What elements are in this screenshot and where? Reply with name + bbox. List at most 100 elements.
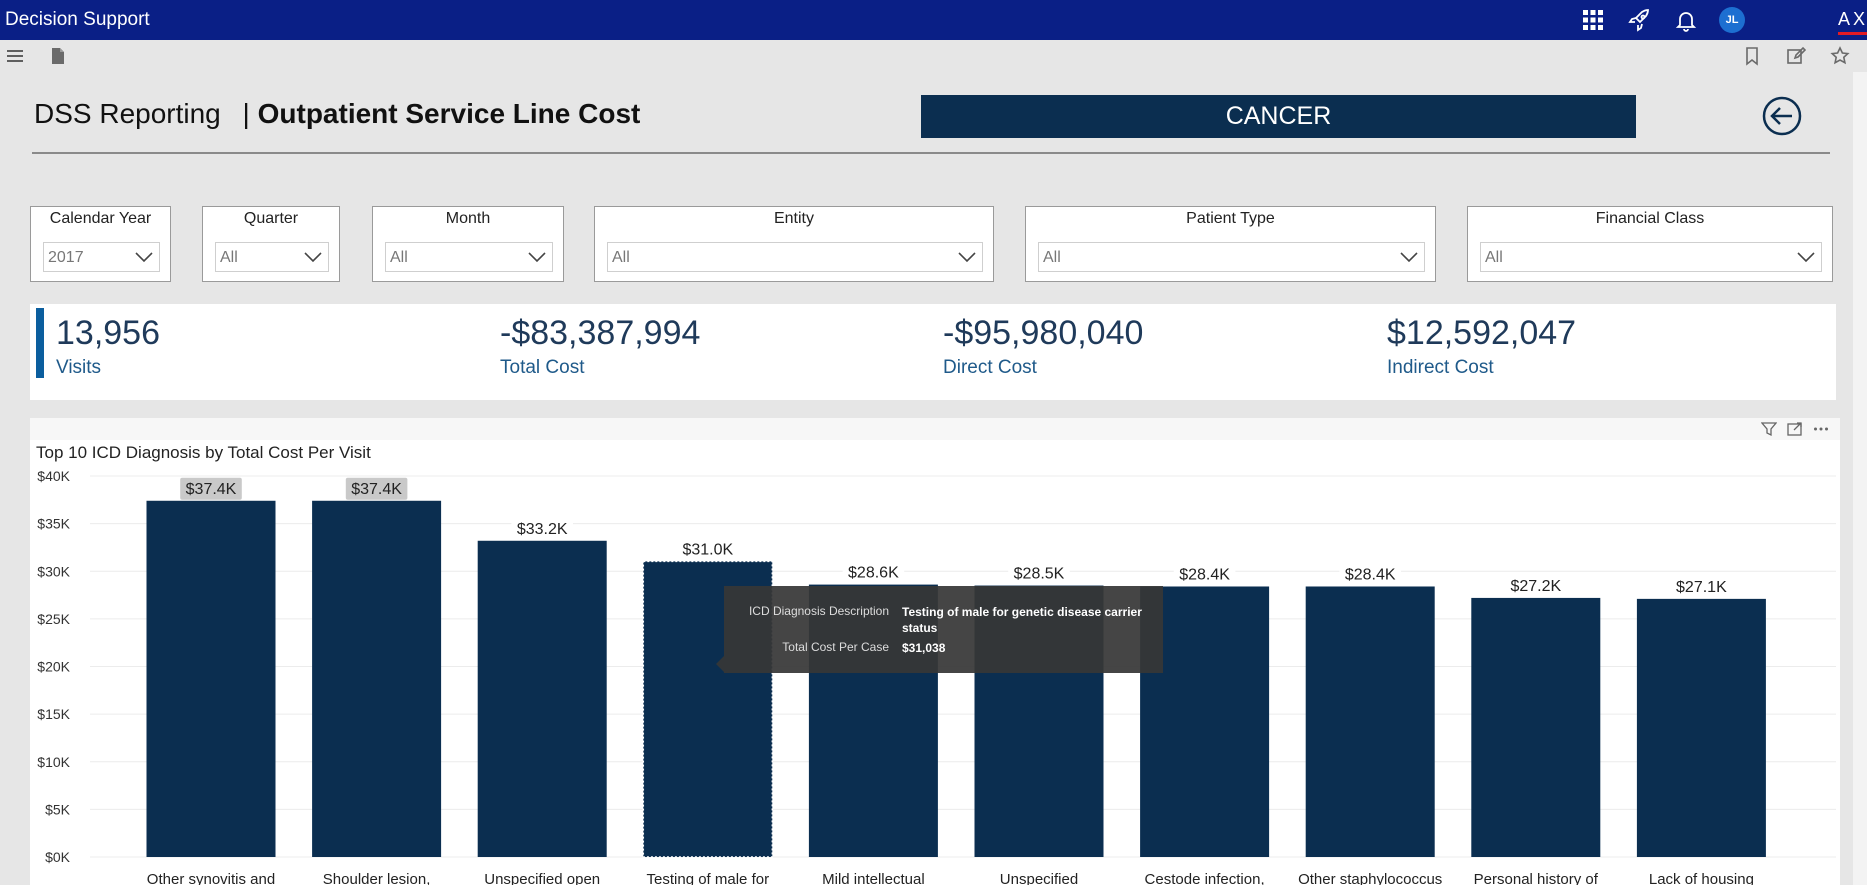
chevron-down-icon bbox=[1400, 252, 1418, 263]
x-tick-label: Unspecified bbox=[1000, 871, 1078, 885]
app-title[interactable]: Decision Support bbox=[5, 9, 150, 30]
menu-icon[interactable] bbox=[5, 46, 25, 66]
page-icon[interactable] bbox=[48, 46, 68, 66]
user-avatar[interactable]: JL bbox=[1719, 7, 1745, 33]
data-label-bg bbox=[1173, 563, 1236, 586]
filter-label: Month bbox=[445, 210, 491, 227]
more-options-icon[interactable] bbox=[1813, 421, 1829, 437]
filter-dropdown[interactable]: All bbox=[215, 242, 329, 272]
chart-tooltip: ICD Diagnosis Description Testing of mal… bbox=[716, 586, 1163, 673]
data-label: $28.5K bbox=[1014, 566, 1065, 583]
bar[interactable] bbox=[1305, 586, 1435, 857]
filter-label: Patient Type bbox=[1186, 210, 1275, 227]
data-label: $28.4K bbox=[1179, 566, 1230, 583]
data-label-bg bbox=[1670, 575, 1733, 598]
x-tick-label: Testing of male for bbox=[647, 871, 770, 885]
chevron-down-icon bbox=[304, 252, 322, 263]
filter-month: Month All bbox=[372, 206, 564, 282]
kpi-indirect-cost: $12,592,047 Indirect Cost bbox=[1387, 314, 1576, 379]
x-tick-label: Other synovitis and bbox=[147, 871, 275, 885]
header-divider bbox=[32, 152, 1830, 154]
bar[interactable] bbox=[312, 500, 442, 857]
tooltip-key: ICD Diagnosis Description bbox=[748, 604, 889, 618]
kpi-label: Indirect Cost bbox=[1387, 357, 1494, 378]
filter-dropdown[interactable]: 2017 bbox=[43, 242, 160, 272]
kpi-value: 13,956 bbox=[56, 314, 160, 352]
bell-icon[interactable] bbox=[1674, 8, 1698, 32]
data-label: $31.0K bbox=[682, 541, 733, 558]
filter-value: All bbox=[612, 249, 630, 266]
edit-icon[interactable] bbox=[1786, 46, 1807, 66]
x-tick-label: Unspecified open bbox=[484, 871, 600, 885]
filter-icon[interactable] bbox=[1760, 421, 1778, 437]
data-label-bg bbox=[1505, 574, 1567, 597]
back-arrow-icon[interactable] bbox=[1762, 96, 1802, 136]
apps-grid-icon[interactable] bbox=[1581, 8, 1605, 32]
y-tick-label: $5K bbox=[45, 801, 71, 817]
filter-financial-class: Financial Class All bbox=[1467, 206, 1833, 282]
bar[interactable] bbox=[477, 540, 607, 857]
filter-dropdown[interactable]: All bbox=[385, 242, 553, 272]
tooltip-caret bbox=[716, 656, 724, 672]
tooltip-key: Total Cost Per Case bbox=[782, 640, 889, 654]
data-label: $27.1K bbox=[1676, 579, 1727, 596]
data-label-bg bbox=[842, 561, 905, 584]
filter-value: 2017 bbox=[48, 249, 84, 266]
y-tick-label: $10K bbox=[37, 754, 70, 770]
page-scrollbar[interactable] bbox=[1853, 72, 1867, 885]
filter-value: All bbox=[1485, 249, 1503, 266]
filter-dropdown[interactable]: All bbox=[1480, 242, 1822, 272]
y-tick-label: $0K bbox=[45, 849, 71, 865]
report-title: DSS Reporting | Outpatient Service Line … bbox=[34, 98, 640, 130]
data-label: $37.4K bbox=[351, 481, 402, 498]
filter-value: All bbox=[220, 249, 238, 266]
back-button[interactable] bbox=[1762, 96, 1802, 136]
x-tick-label: Personal history of bbox=[1474, 871, 1599, 885]
data-label-bg bbox=[345, 477, 408, 500]
filter-value: All bbox=[1043, 249, 1061, 266]
data-label: $28.6K bbox=[848, 565, 899, 582]
kpi-value: $12,592,047 bbox=[1387, 314, 1577, 352]
focus-mode-icon[interactable] bbox=[1787, 421, 1803, 437]
kpi-accent-bar bbox=[36, 308, 44, 378]
filter-label: Entity bbox=[773, 210, 814, 227]
x-tick-label: Cestode infection, bbox=[1145, 871, 1265, 885]
kpi-total-cost: -$83,387,994 Total Cost bbox=[500, 314, 700, 379]
y-tick-label: $30K bbox=[37, 563, 70, 579]
filter-label: Financial Class bbox=[1595, 210, 1705, 227]
x-tick-label: Mild intellectual bbox=[822, 871, 925, 885]
data-label-bg bbox=[1008, 562, 1070, 585]
y-tick-label: $35K bbox=[37, 516, 70, 532]
filter-entity: Entity All bbox=[594, 206, 994, 282]
kpi-value: -$95,980,040 bbox=[943, 314, 1144, 352]
data-label-bg bbox=[677, 538, 739, 561]
data-label-bg bbox=[511, 517, 573, 540]
filter-label: Calendar Year bbox=[49, 210, 152, 227]
star-icon[interactable] bbox=[1830, 46, 1850, 66]
y-tick-label: $25K bbox=[37, 611, 70, 627]
bar[interactable] bbox=[146, 500, 276, 857]
filter-quarter: Quarter All bbox=[202, 206, 340, 282]
bar[interactable] bbox=[1471, 597, 1601, 857]
x-tick-label: Other staphylococcus bbox=[1298, 871, 1442, 885]
filter-dropdown[interactable]: All bbox=[607, 242, 983, 272]
filter-label: Quarter bbox=[243, 210, 299, 227]
filter-dropdown[interactable]: All bbox=[1038, 242, 1425, 272]
data-label-bg bbox=[180, 477, 242, 500]
data-label: $37.4K bbox=[186, 481, 237, 498]
chart-title: Top 10 ICD Diagnosis by Total Cost Per V… bbox=[36, 443, 371, 462]
kpi-label: Total Cost bbox=[500, 357, 585, 378]
bookmark-icon[interactable] bbox=[1742, 46, 1762, 66]
bar[interactable] bbox=[1636, 598, 1766, 857]
data-label-bg bbox=[1339, 563, 1401, 586]
tooltip-value: $31,038 bbox=[902, 641, 946, 655]
x-tick-label: Lack of housing bbox=[1649, 871, 1754, 885]
brand-logo: AX bbox=[1838, 9, 1867, 29]
filter-calendar-year: Calendar Year 2017 bbox=[30, 206, 171, 282]
y-tick-label: $15K bbox=[37, 706, 70, 722]
kpi-panel: 13,956 Visits -$83,387,994 Total Cost -$… bbox=[30, 304, 1836, 400]
top-bar: Decision Support JL AX bbox=[0, 0, 1867, 40]
brand-accent-bar bbox=[1838, 32, 1867, 35]
rocket-icon[interactable] bbox=[1628, 8, 1652, 32]
visual-header bbox=[30, 418, 1840, 440]
